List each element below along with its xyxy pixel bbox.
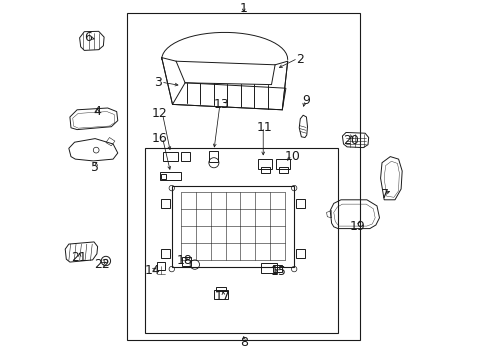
Text: 11: 11	[256, 121, 272, 134]
Bar	[163, 152, 178, 161]
Text: 5: 5	[91, 161, 99, 174]
Text: 14: 14	[144, 264, 160, 276]
Bar	[157, 262, 164, 270]
Bar	[161, 199, 169, 208]
Text: 10: 10	[285, 150, 301, 163]
Text: 12: 12	[152, 107, 167, 120]
Text: 16: 16	[152, 132, 167, 145]
Bar	[260, 167, 269, 173]
Text: 21: 21	[71, 251, 86, 264]
Text: 17: 17	[215, 291, 230, 303]
Text: 8: 8	[239, 336, 247, 349]
Text: 7: 7	[380, 188, 388, 201]
Bar	[180, 152, 189, 161]
Text: 6: 6	[84, 31, 92, 44]
Text: 19: 19	[349, 220, 365, 233]
Text: 18: 18	[177, 255, 193, 267]
Bar	[182, 256, 190, 266]
Bar	[161, 174, 166, 179]
Bar	[213, 290, 228, 299]
Bar	[273, 265, 282, 272]
Bar	[209, 151, 218, 162]
Text: 20: 20	[342, 134, 358, 147]
Text: 13: 13	[213, 98, 228, 111]
Text: 2: 2	[296, 53, 304, 66]
Text: 15: 15	[270, 265, 286, 278]
Bar	[260, 263, 277, 273]
Text: 9: 9	[301, 94, 309, 107]
Bar	[145, 148, 337, 333]
Bar	[278, 167, 287, 173]
Bar	[216, 287, 225, 291]
Text: 4: 4	[93, 105, 101, 118]
Text: 22: 22	[94, 258, 110, 271]
Bar	[296, 199, 305, 208]
Bar	[161, 249, 169, 258]
Text: 1: 1	[239, 3, 247, 15]
Text: 3: 3	[154, 76, 162, 89]
Bar	[160, 172, 181, 180]
Bar	[127, 13, 359, 340]
Bar	[258, 159, 271, 169]
Bar	[296, 249, 305, 258]
Bar	[276, 159, 289, 169]
